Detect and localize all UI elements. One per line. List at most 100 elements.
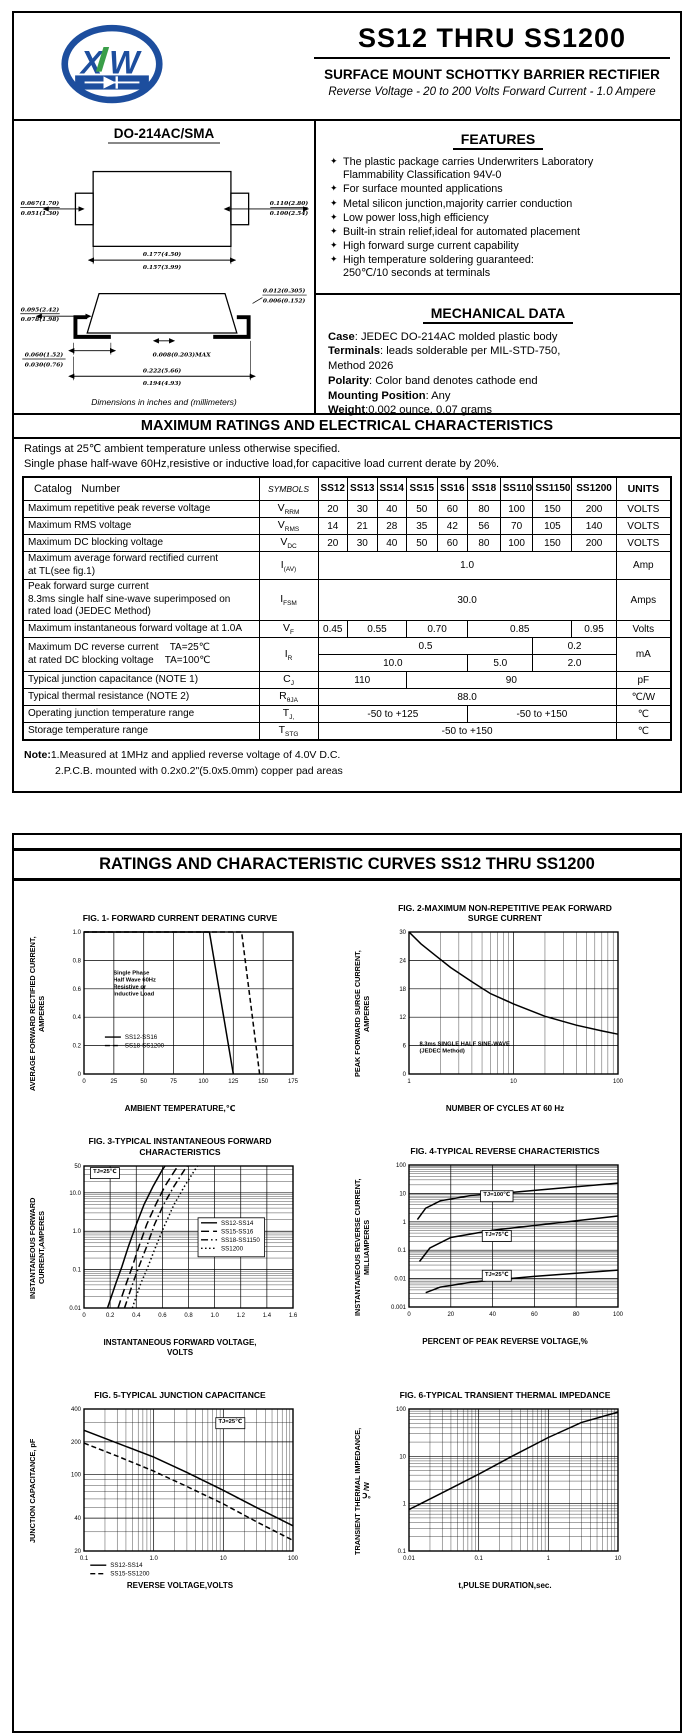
figure-2-plot: 1 10 100 0 6 12 18 24 30 8.3ms SINGLE HALF SINE-W…	[399, 930, 623, 1085]
row-label: Maximum DC reverse current TA=25℃ at rat…	[22, 637, 260, 673]
plot-border	[83, 931, 294, 1075]
ratings-intro-line2: Single phase half-wave 60Hz,resistive or…	[24, 457, 500, 470]
symbol-cell: I(AV)	[258, 551, 319, 581]
series-SS15-SS16	[117, 1165, 179, 1308]
top-view	[74, 170, 250, 247]
package-and-info: DO-214AC/SMA	[14, 121, 680, 418]
curves-panel: RATINGS AND CHARACTERISTIC CURVES SS12 T…	[12, 833, 682, 1733]
package-outline-section: DO-214AC/SMA	[14, 121, 316, 413]
part-number-header: SS13	[347, 476, 378, 502]
plot-border	[408, 1164, 619, 1309]
table-row: Typical junction capacitance (NOTE 1) CJ 1…	[22, 671, 672, 690]
x-tick-label: 20	[447, 1312, 454, 1318]
legend-label: SS12-SS16	[125, 1034, 158, 1041]
part-number-header: SS15	[406, 476, 438, 502]
feature-item: ✦ Metal silicon junction,majority carrier…	[330, 198, 668, 211]
figure-5-xlabel: REVERSE VOLTAGE,VOLTS	[126, 1580, 234, 1590]
y-tick-label: 200	[71, 1440, 82, 1446]
row-label: Storage temperature range	[22, 722, 260, 741]
y-tick-label: 0	[403, 1072, 407, 1078]
series-SS12-SS14	[83, 1429, 294, 1527]
y-tick-label: 24	[399, 959, 406, 965]
figure-4-title: FIG. 4-TYPICAL REVERSE CHARACTERISTICS	[410, 1146, 600, 1157]
mechanical-item-text: Method 2026	[328, 360, 394, 373]
x-tick-label: 60	[531, 1312, 538, 1318]
value-cell: 150	[532, 534, 573, 553]
y-tick-label: 0	[78, 1072, 82, 1078]
plot-border	[83, 1408, 294, 1552]
mechanical-item: Method 2026	[328, 359, 668, 374]
dim-lead-thickness-mm: 0.006(0.152)	[263, 297, 306, 304]
figure-1-title: FIG. 1- FORWARD CURRENT DERATING CURVE	[82, 912, 278, 923]
value-cell: 21	[347, 517, 378, 536]
x-tick-label: 125	[228, 1079, 239, 1085]
value-cell: 30.0	[317, 579, 617, 621]
x-tick-label: 40	[489, 1312, 496, 1318]
title-rule	[314, 57, 670, 59]
series-SS18-SS1150	[123, 1165, 188, 1308]
symbol-cell: CJ	[258, 671, 319, 690]
symbol-cell: VF	[258, 619, 319, 639]
y-tick-label: 1	[403, 1220, 407, 1226]
brand-logo: X W	[60, 23, 164, 112]
legend-label: SS12-SS14	[221, 1220, 254, 1227]
value-cell: 60	[436, 534, 469, 553]
y-tick-label: 10	[399, 1192, 406, 1198]
note-line-2: 2.P.C.B. mounted with 0.2x0.2"(5.0x5.0mm…	[55, 765, 343, 778]
figure-2-xlabel: NUMBER OF CYCLES AT 60 Hz	[445, 1104, 565, 1114]
annotation-box	[481, 1270, 512, 1283]
value-cell: 70	[499, 517, 534, 536]
dim-standoff: 0.008(0.203)MAX	[153, 352, 212, 359]
series-SS18-SS1200	[84, 931, 261, 1075]
svg-text:W: W	[109, 45, 142, 81]
legend-label: SS12-SS14	[110, 1562, 143, 1569]
dim-tab-height-mm: 0.051(1.30)	[21, 210, 60, 217]
mechanical-item-label: Polarity	[328, 374, 370, 387]
unit-cell: ℃	[615, 722, 672, 741]
dim-body-width-in: 0.177(4.50)	[143, 251, 182, 258]
value-cell: 0.2	[532, 637, 617, 656]
y-tick-label: 100	[396, 1163, 407, 1169]
feature-item: ✦ The plastic package carries Underwriter…	[330, 156, 668, 182]
figure-4-ylabel: INSTANTANEOUS REVERSE CURRENT, MILLIAMPE…	[353, 1178, 372, 1317]
value-cell: 0.55	[347, 619, 408, 639]
unit-cell: ℃	[615, 705, 672, 724]
dim-body-width-mm: 0.157(3.99)	[143, 264, 182, 271]
annotation-text: TJ=25℃	[218, 1418, 242, 1425]
feature-item: ✦ Built-in strain relief,ideal for automa…	[330, 226, 668, 239]
series-TJ=100℃	[416, 1182, 619, 1221]
mechanical-item: Polarity: Color band denotes cathode end	[328, 374, 668, 389]
value-cell: 50	[406, 534, 438, 553]
series-SS12-SS14	[106, 1165, 166, 1308]
figure-4-xlabel: PERCENT OF PEAK REVERSE VOLTAGE,%	[422, 1337, 588, 1347]
figure-5-title: FIG. 5-TYPICAL JUNCTION CAPACITANCE	[94, 1389, 266, 1400]
mechanical-item-text: : Any	[425, 389, 451, 402]
y-tick-label: 0.1	[398, 1249, 407, 1255]
row-label: Maximum DC blocking voltage	[22, 534, 260, 553]
part-number-header: SS1200	[571, 476, 617, 502]
brand-logo-graphic: X W	[61, 24, 163, 104]
plot-border	[83, 1165, 294, 1309]
y-tick-label: 100	[396, 1407, 407, 1413]
value-cell: 20	[317, 500, 349, 519]
x-tick-label: 175	[288, 1079, 299, 1085]
mechanical-item: Weight:0.002 ounce, 0.07 grams	[328, 403, 668, 418]
value-cell: 150	[532, 500, 573, 519]
y-tick-label: 0.8	[73, 958, 82, 964]
dim-total-width-in: 0.222(5.66)	[143, 367, 182, 374]
y-tick-label: 100	[71, 1472, 82, 1478]
value-cell: 0.85	[467, 619, 573, 639]
dim-side-height-mm: 0.078(1.98)	[21, 316, 60, 323]
figure-1: FIG. 1- FORWARD CURRENT DERATING CURVE A…	[28, 903, 328, 1114]
mechanical-heading: MECHANICAL DATA	[422, 305, 574, 324]
bullet-icon: ✦	[330, 197, 338, 208]
package-caption: Dimensions in inches and (millimeters)	[91, 397, 237, 407]
annotation-text: (JEDEC Method)	[419, 1049, 464, 1055]
symbol-cell: IR	[258, 637, 319, 673]
x-tick-label: 0.01	[403, 1556, 415, 1562]
y-tick-label: 10	[399, 1454, 406, 1460]
bullet-icon: ✦	[330, 211, 338, 222]
y-tick-label: 50	[74, 1164, 81, 1170]
legend-label: SS15-SS16	[221, 1228, 254, 1235]
unit-cell: ℃/W	[615, 688, 672, 707]
